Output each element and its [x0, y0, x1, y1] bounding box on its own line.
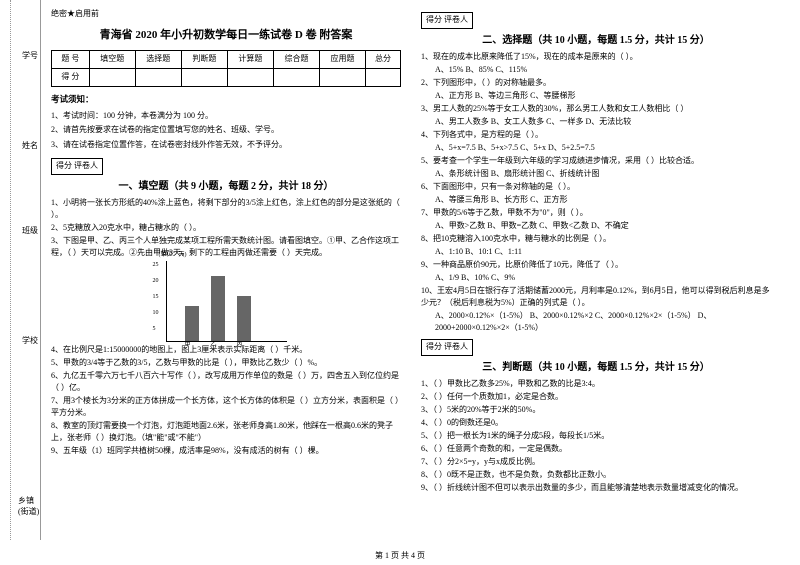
choice-question: 5、要考查一个学生一年级到六年级的学习成绩进步情况，采用（ ）比较合适。 [421, 155, 771, 167]
binding-label-township: 乡镇(街道) [18, 495, 40, 517]
bar-yi [211, 276, 225, 341]
choice-question: 7、甲数的5/6等于乙数，甲数不为"0"，则（ ）。 [421, 207, 771, 219]
td: 得 分 [52, 69, 90, 87]
th: 综合题 [273, 51, 319, 69]
choice-question: 8、把10克糖溶入100克水中，糖与糖水的比例是（ ）。 [421, 233, 771, 245]
bar-bing [237, 296, 251, 341]
choice-options: A、5+x=7.5 B、5+x>7.5 C、5+x D、5+2.5=7.5 [435, 142, 771, 154]
section-1-title: 一、填空题（共 9 小题，每题 2 分，共计 18 分） [51, 179, 401, 195]
choice-options: A、1:10 B、10:1 C、1:11 [435, 246, 771, 258]
section-2-title: 二、选择题（共 10 小题，每题 1.5 分，共计 15 分） [421, 33, 771, 49]
choice-question: 4、下列各式中，是方程的是（ ）。 [421, 129, 771, 141]
notice-item: 2、请首先按要求在试卷的指定位置填写您的姓名、班级、学号。 [51, 124, 401, 137]
fill-q7: 7、用3个棱长为3分米的正方体拼成一个长方体，这个长方体的体积是（ ）立方分米，… [51, 395, 401, 419]
fill-q8: 8、教室的顶灯需要换一个灯泡，灯泡距地面2.6米，张老师身高1.80米，他踩在一… [51, 420, 401, 444]
choice-options: A、15% B、85% C、115% [435, 64, 771, 76]
th: 总分 [366, 51, 401, 69]
td [227, 69, 273, 87]
td [273, 69, 319, 87]
judge-questions: 1、（ ）甲数比乙数多25%，甲数和乙数的比是3:4。2、（ ）任何一个质数加1… [421, 378, 771, 494]
bar-jia [185, 306, 199, 341]
ytick: 15 [153, 293, 159, 303]
td [320, 69, 366, 87]
choice-options: A、男工人数多 B、女工人数多 C、一样多 D、无法比较 [435, 116, 771, 128]
secret-mark: 绝密★启用前 [51, 8, 401, 21]
choice-question: 9、一种商品原价90元，比原价降低了10元，降低了（ ）。 [421, 259, 771, 271]
choice-options: A、2000×0.12%×（1-5%） B、2000×0.12%×2 C、200… [435, 310, 771, 334]
xtick: 甲 [185, 341, 191, 351]
judge-question: 9、（ ）折线统计图不但可以表示出数量的多少，而且能够清楚地表示数量增减变化的情… [421, 482, 771, 494]
chart-ylabel: (单位：天) [159, 251, 187, 261]
choice-question: 10、王宏4月5日在银行存了活期储蓄2000元，月利率是0.12%，到6月5日，… [421, 285, 771, 309]
th: 选择题 [135, 51, 181, 69]
ytick: 10 [153, 309, 159, 319]
page-footer: 第 1 页 共 4 页 [0, 550, 800, 561]
binding-label-name: 姓名 [22, 140, 38, 151]
td [135, 69, 181, 87]
judge-question: 1、（ ）甲数比乙数多25%，甲数和乙数的比是3:4。 [421, 378, 771, 390]
judge-question: 3、（ ）5米的20%等于2米的50%。 [421, 404, 771, 416]
score-box: 得分 评卷人 [51, 158, 103, 175]
fill-q4: 4、在比例尺是1:15000000的地图上，图上3厘米表示实际距离（ ）千米。 [51, 344, 401, 356]
judge-question: 4、（ ）0的倒数还是0。 [421, 417, 771, 429]
page-container: 乡镇(街道) 学校 班级 姓名 学号 绝密★启用前 青海省 2020 年小升初数… [0, 0, 800, 540]
judge-question: 7、（ ）分2×5=y，y与x成反比例。 [421, 456, 771, 468]
ytick: 5 [153, 325, 156, 335]
binding-label-class: 班级 [22, 225, 38, 236]
score-box: 得分 评卷人 [421, 12, 473, 29]
choice-question: 2、下列图形中，（ ）的对称轴最多。 [421, 77, 771, 89]
th: 填空题 [89, 51, 135, 69]
choice-question: 1、现在的成本比原来降低了15%，现在的成本是原来的（ ）。 [421, 51, 771, 63]
choice-question: 3、男工人数的25%等于女工人数的30%，那么男工人数和女工人数相比（ ） [421, 103, 771, 115]
fill-q9: 9、五年级（1）班同学共植树50棵，成活率是98%，没有成活的树有（ ）棵。 [51, 445, 401, 457]
th: 应用题 [320, 51, 366, 69]
td [181, 69, 227, 87]
right-column: 得分 评卷人 二、选择题（共 10 小题，每题 1.5 分，共计 15 分） 1… [411, 0, 781, 540]
judge-question: 5、（ ）把一根长为1米的绳子分成5段，每段长1/5米。 [421, 430, 771, 442]
dotted-line [10, 0, 11, 540]
td [89, 69, 135, 87]
fill-q5: 5、甲数的3/4等于乙数的3/5，乙数与甲数的比是（ ），甲数比乙数少（ ）%。 [51, 357, 401, 369]
xtick: 丙 [237, 341, 243, 351]
bar-chart: (单位：天) 25 20 15 10 5 甲 乙 丙 [166, 261, 287, 342]
th: 计算题 [227, 51, 273, 69]
choice-options: A、1/9 B、10% C、9% [435, 272, 771, 284]
ytick: 20 [153, 277, 159, 287]
score-box: 得分 评卷人 [421, 339, 473, 356]
fill-q3: 3、下图是甲、乙、丙三个人单独完成某项工程所需天数统计图。请看图填空。①甲、乙合… [51, 235, 401, 259]
judge-question: 8、（ ）0既不是正数，也不是负数，负数都比正数小。 [421, 469, 771, 481]
xtick: 乙 [211, 341, 217, 351]
score-table: 题 号 填空题 选择题 判断题 计算题 综合题 应用题 总分 得 分 [51, 50, 401, 87]
notice-item: 1、考试时间：100 分钟，本卷满分为 100 分。 [51, 110, 401, 123]
notice-item: 3、请在试卷指定位置作答，在试卷密封线外作答无效，不予评分。 [51, 139, 401, 152]
td [366, 69, 401, 87]
table-row: 得 分 [52, 69, 401, 87]
choice-questions: 1、现在的成本比原来降低了15%，现在的成本是原来的（ ）。A、15% B、85… [421, 51, 771, 334]
left-column: 绝密★启用前 青海省 2020 年小升初数学每日一练试卷 D 卷 附答案 题 号… [41, 0, 411, 540]
section-3-title: 三、判断题（共 10 小题，每题 1.5 分，共计 15 分） [421, 360, 771, 376]
notice-title: 考试须知： [51, 93, 401, 107]
fill-q6: 6、九亿五千零六万七千八百六十写作（ ），改写成用万作单位的数是（ ）万，四舍五… [51, 370, 401, 394]
choice-question: 6、下面图形中，只有一条对称轴的是（ ）。 [421, 181, 771, 193]
choice-options: A、甲数>乙数 B、甲数=乙数 C、甲数<乙数 D、不确定 [435, 220, 771, 232]
table-row: 题 号 填空题 选择题 判断题 计算题 综合题 应用题 总分 [52, 51, 401, 69]
binding-margin: 乡镇(街道) 学校 班级 姓名 学号 [0, 0, 41, 540]
choice-options: A、条形统计图 B、扇形统计图 C、折线统计图 [435, 168, 771, 180]
judge-question: 6、（ ）任意两个奇数的和，一定是偶数。 [421, 443, 771, 455]
judge-question: 2、（ ）任何一个质数加1，必定是合数。 [421, 391, 771, 403]
fill-q2: 2、5克糖放入20克水中，糖占糖水的（ ）。 [51, 222, 401, 234]
choice-options: A、正方形 B、等边三角形 C、等腰梯形 [435, 90, 771, 102]
binding-label-school: 学校 [22, 335, 38, 346]
binding-label-id: 学号 [22, 50, 38, 61]
ytick: 25 [153, 261, 159, 271]
th: 题 号 [52, 51, 90, 69]
exam-title: 青海省 2020 年小升初数学每日一练试卷 D 卷 附答案 [51, 27, 401, 45]
choice-options: A、等腰三角形 B、长方形 C、正方形 [435, 194, 771, 206]
th: 判断题 [181, 51, 227, 69]
fill-q1: 1、小明将一张长方形纸的40%涂上蓝色，将剩下部分的3/5涂上红色，涂上红色的部… [51, 197, 401, 221]
